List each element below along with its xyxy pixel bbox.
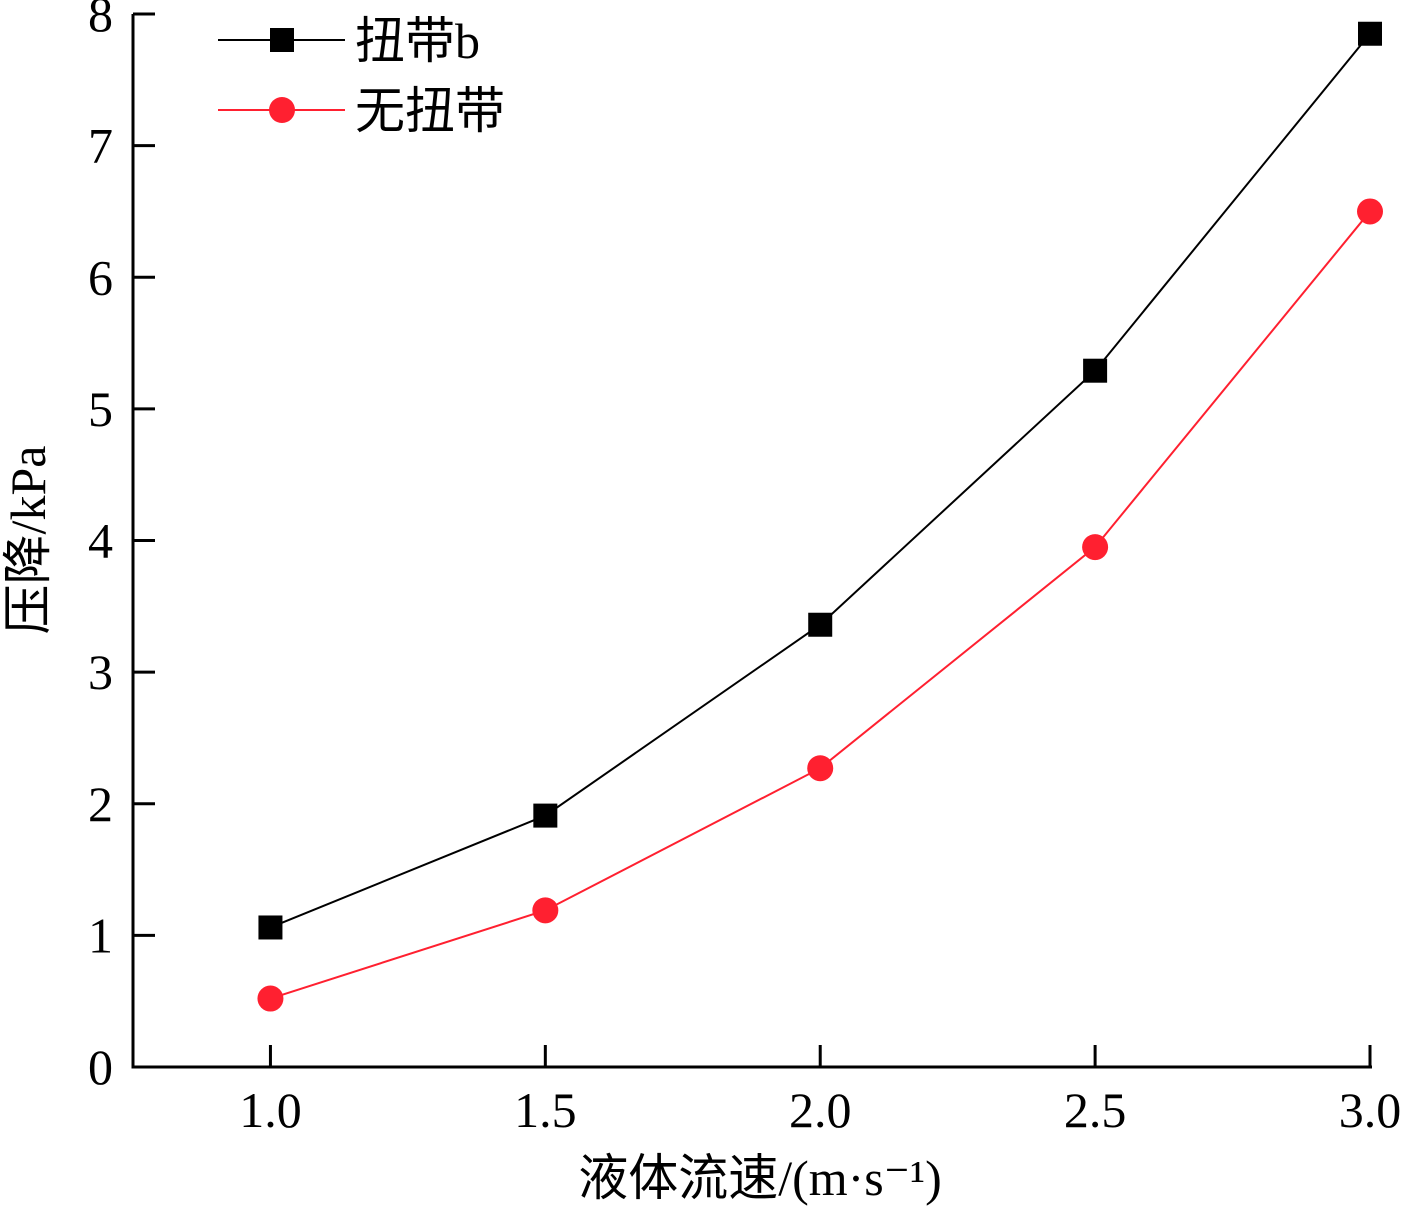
y-tick-label: 7 — [88, 118, 113, 174]
x-tick-label: 2.0 — [789, 1082, 852, 1138]
marker — [807, 755, 834, 782]
marker — [269, 97, 295, 123]
marker — [532, 897, 559, 924]
marker — [1357, 198, 1383, 225]
legend-label: 扭带b — [355, 13, 480, 69]
x-tick-label: 1.0 — [239, 1082, 302, 1138]
y-tick-label: 4 — [88, 513, 113, 569]
x-axis-title: 液体流速/(m·s⁻¹) — [578, 1150, 942, 1206]
y-tick-label: 5 — [88, 381, 113, 437]
marker — [258, 915, 283, 940]
legend-label: 无扭带 — [355, 83, 505, 139]
x-tick-label: 1.5 — [514, 1082, 577, 1138]
y-tick-label: 2 — [88, 776, 113, 832]
marker — [270, 28, 294, 52]
y-tick-label: 0 — [88, 1039, 113, 1095]
y-tick-label: 3 — [88, 644, 113, 700]
y-tick-label: 8 — [88, 0, 113, 42]
series-line — [270, 210, 1371, 1000]
marker — [1083, 358, 1108, 383]
marker — [533, 803, 558, 828]
x-tick-label: 3.0 — [1339, 1082, 1402, 1138]
y-axis-title: 压降/kPa — [0, 446, 56, 635]
marker — [1358, 21, 1382, 46]
series-line — [270, 33, 1371, 929]
marker — [257, 985, 284, 1012]
y-tick-label: 6 — [88, 249, 113, 305]
x-tick-label: 2.5 — [1064, 1082, 1127, 1138]
marker — [1082, 534, 1109, 561]
marker — [808, 612, 833, 637]
y-tick-label: 1 — [88, 907, 113, 963]
